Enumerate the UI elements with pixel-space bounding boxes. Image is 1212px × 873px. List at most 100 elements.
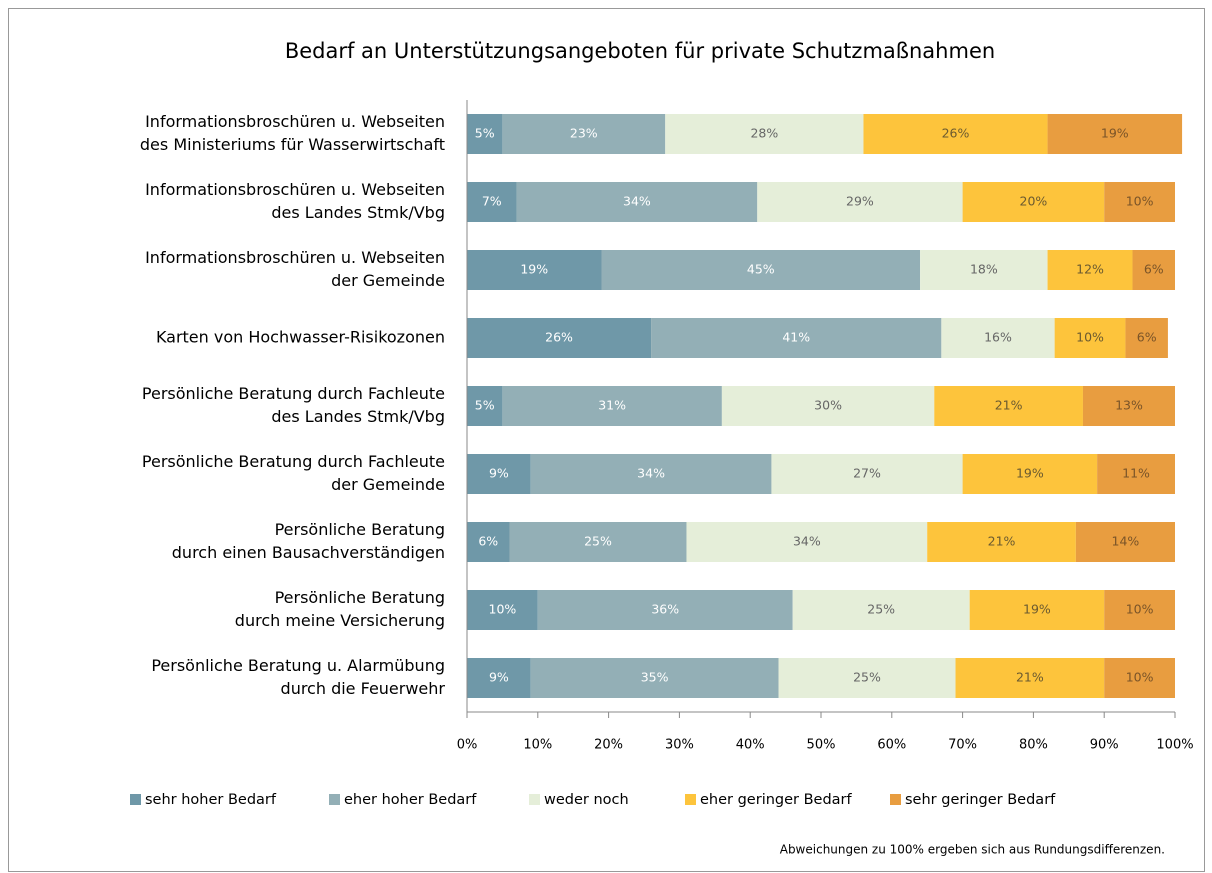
x-tick-label: 50% [807,738,836,753]
x-tick-label: 0% [457,738,478,753]
bar-segment [955,658,1105,698]
bar-segment [467,658,531,698]
bar-segment [1047,114,1183,154]
chart-title: Bedarf an Unterstützungsangeboten für pr… [285,39,995,63]
bar-segment [467,318,652,358]
bar-segment [537,590,793,630]
x-tick-label: 10% [523,738,552,753]
bar-segment [1082,386,1175,426]
value-label: 10% [1076,330,1104,345]
bar-segment [467,250,602,290]
value-label: 6% [1144,262,1164,277]
value-label: 6% [478,534,498,549]
bar-segment [792,590,970,630]
category-label: Informationsbroschüren u. Webseiten [145,112,445,131]
legend-label: sehr hoher Bedarf [145,792,277,808]
bar-segment [502,386,722,426]
value-label: 19% [1023,602,1051,617]
bar-segment [467,114,503,154]
bar-segment [941,318,1055,358]
value-label: 29% [846,194,874,209]
bar-segment [771,454,963,494]
x-tick-label: 90% [1090,738,1119,753]
value-label: 5% [475,126,495,141]
bar-segment [530,658,779,698]
bar-segment [969,590,1105,630]
value-label: 7% [482,194,502,209]
footnote: Abweichungen zu 100% ergeben sich aus Ru… [780,843,1165,857]
x-tick-label: 40% [736,738,765,753]
value-label: 30% [814,398,842,413]
bar-segment [927,522,1076,562]
value-label: 19% [1101,126,1129,141]
legend-label: eher geringer Bedarf [700,792,853,808]
value-label: 9% [489,670,509,685]
legend-swatch [329,794,340,805]
bar-segment [467,386,503,426]
x-tick-label: 30% [665,738,694,753]
value-label: 16% [984,330,1012,345]
category-label: Karten von Hochwasser-Risikozonen [156,328,445,347]
bar-segment [757,182,963,222]
bar-segment [934,386,1083,426]
bar-segment [962,182,1105,222]
value-label: 10% [1126,194,1154,209]
value-label: 20% [1020,194,1048,209]
value-label: 25% [867,602,895,617]
x-tick-label: 70% [948,738,977,753]
bar-segment [601,250,921,290]
bar-segment [721,386,935,426]
value-label: 9% [489,466,509,481]
legend-swatch [685,794,696,805]
value-label: 28% [750,126,778,141]
category-label: durch meine Versicherung [235,611,445,630]
value-label: 27% [853,466,881,481]
legend-swatch [130,794,141,805]
value-label: 11% [1122,466,1150,481]
x-tick-label: 20% [594,738,623,753]
value-label: 19% [1016,466,1044,481]
value-label: 25% [853,670,881,685]
value-label: 12% [1076,262,1104,277]
bar-segment [1054,318,1126,358]
value-label: 41% [782,330,810,345]
legend-swatch [890,794,901,805]
bar-segment [1132,250,1175,290]
category-label: des Landes Stmk/Vbg [271,407,445,426]
x-tick-label: 60% [877,738,906,753]
bar-segment [962,454,1098,494]
value-label: 26% [545,330,573,345]
value-label: 23% [570,126,598,141]
bar-segment [467,522,510,562]
value-label: 21% [1016,670,1044,685]
value-label: 45% [747,262,775,277]
category-label: der Gemeinde [331,475,445,494]
bar-segment [502,114,666,154]
bar-segment [509,522,687,562]
bar-segment [863,114,1048,154]
bar-segment [778,658,956,698]
bar-segment [1104,590,1175,630]
bar-segment [467,590,538,630]
bar-segment [1047,250,1133,290]
legend-label: eher hoher Bedarf [344,792,477,808]
value-label: 34% [637,466,665,481]
category-label: durch einen Bausachverständigen [172,543,445,562]
value-label: 6% [1137,330,1157,345]
value-label: 14% [1112,534,1140,549]
value-label: 18% [970,262,998,277]
category-label: Informationsbroschüren u. Webseiten [145,180,445,199]
value-label: 36% [651,602,679,617]
bar-segment [651,318,942,358]
bar-segment [1097,454,1175,494]
category-label: durch die Feuerwehr [281,679,446,698]
bar-segment [686,522,928,562]
value-label: 31% [598,398,626,413]
category-label: Persönliche Beratung durch Fachleute [142,384,445,403]
category-label: Persönliche Beratung [275,588,445,607]
legend-label: weder noch [544,792,629,808]
x-tick-label: 100% [1156,738,1193,753]
bar-segment [1104,658,1175,698]
bar-segment [920,250,1048,290]
